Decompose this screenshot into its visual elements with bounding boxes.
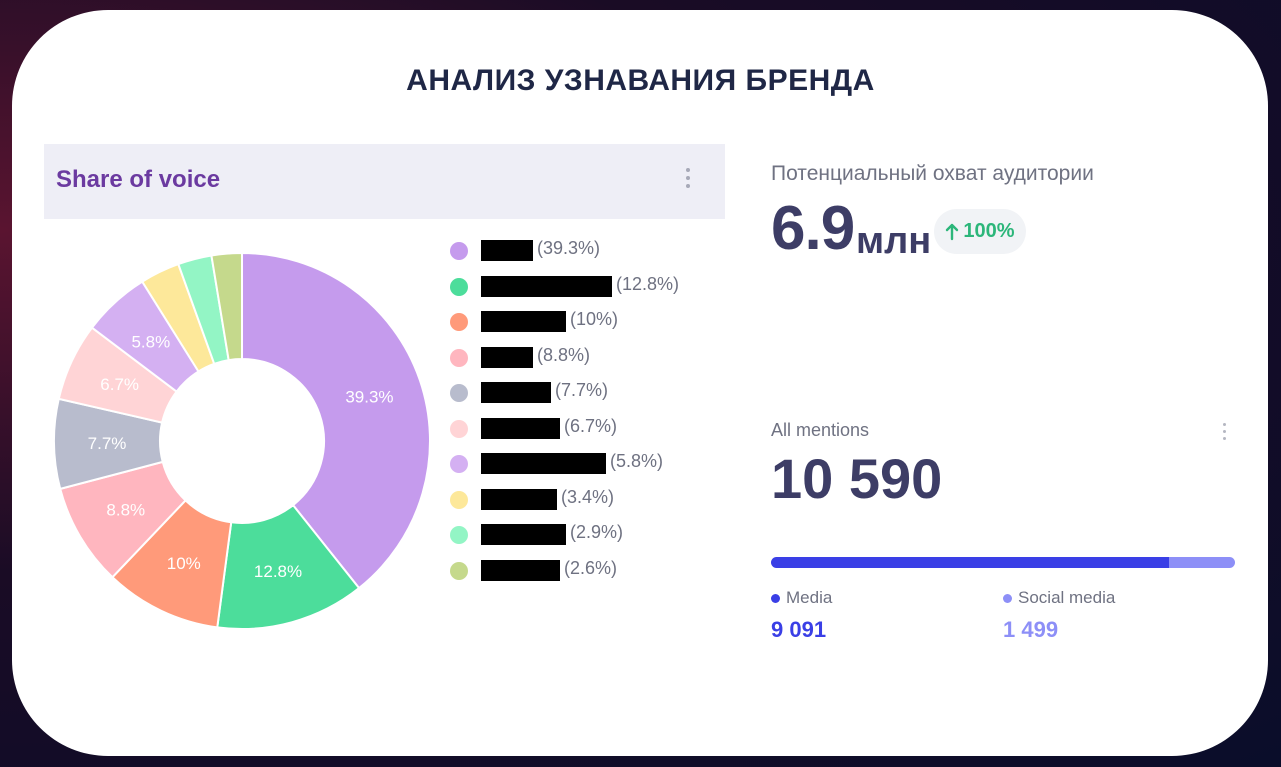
legend-color-dot xyxy=(450,242,468,260)
share-of-voice-legend: (39.3%) (12.8%) (10%) (8.8%) (7.7%) (6.7%) (5.… xyxy=(446,234,726,589)
legend-name-redacted xyxy=(481,382,551,403)
legend-name-redacted xyxy=(481,524,566,545)
media-label: Media xyxy=(786,588,833,607)
growth-value: 100% xyxy=(963,220,1015,242)
legend-item[interactable]: (10%) xyxy=(446,305,726,341)
growth-badge: 100% xyxy=(934,209,1026,254)
slice-label: 5.8% xyxy=(131,332,170,351)
legend-color-dot xyxy=(450,384,468,402)
legend-color-dot xyxy=(450,490,468,509)
slice-label: 6.7% xyxy=(100,375,139,394)
share-of-voice-donut-chart: 39.3% 12.8% 10% 8.8% 7.7% 6.7% 5.8% xyxy=(53,251,431,630)
audience-reach-unit: млн xyxy=(856,220,932,262)
legend-name-redacted xyxy=(481,453,606,474)
donut-slice[interactable] xyxy=(210,251,243,362)
legend-item[interactable]: (39.3%) xyxy=(446,234,726,270)
slice-label: 12.8% xyxy=(254,562,302,581)
legend-percent: (3.4%) xyxy=(561,486,615,507)
all-mentions-total: 10 590 xyxy=(771,447,943,510)
arrow-up-icon xyxy=(946,223,959,240)
all-mentions-label: All mentions xyxy=(771,420,870,440)
legend-name-redacted xyxy=(481,275,612,297)
slice-label: 8.8% xyxy=(106,501,145,520)
media-value: 9 091 xyxy=(771,617,827,642)
social-media-label: Social media xyxy=(1018,588,1116,607)
legend-item[interactable]: (2.6%) xyxy=(446,554,726,590)
slice-label: 7.7% xyxy=(88,434,127,453)
legend-name-redacted xyxy=(481,240,533,261)
social-media-dot-icon xyxy=(1003,593,1012,603)
audience-reach-label: Потенциальный охват аудитории xyxy=(771,162,1094,185)
legend-item[interactable]: (2.9%) xyxy=(446,518,726,554)
legend-percent: (2.6%) xyxy=(564,557,618,578)
legend-percent: (8.8%) xyxy=(537,344,591,365)
mentions-split-bar xyxy=(771,557,1235,568)
more-options-icon[interactable] xyxy=(686,168,690,188)
social-media-legend: Social media xyxy=(1003,588,1115,608)
legend-item[interactable]: (7.7%) xyxy=(446,376,726,412)
legend-item[interactable]: (8.8%) xyxy=(446,341,726,377)
legend-percent: (7.7%) xyxy=(555,380,609,400)
donut-slice[interactable] xyxy=(216,503,361,630)
audience-reach-value: 6.9 xyxy=(771,194,855,263)
legend-item[interactable]: (6.7%) xyxy=(446,412,726,448)
legend-item[interactable]: (5.8%) xyxy=(446,447,726,483)
legend-percent: (6.7%) xyxy=(564,415,618,436)
legend-percent: (12.8%) xyxy=(616,273,680,294)
slice-label: 10% xyxy=(167,554,201,573)
media-share-fill xyxy=(771,557,1170,568)
share-of-voice-title: Share of voice xyxy=(56,166,221,193)
legend-name-redacted xyxy=(481,346,533,368)
media-legend: Media xyxy=(771,588,832,608)
legend-name-redacted xyxy=(481,417,560,439)
share-of-voice-header: Share of voice xyxy=(44,144,725,219)
mentions-more-options-icon[interactable] xyxy=(1223,423,1226,440)
legend-color-dot xyxy=(450,561,468,580)
legend-percent: (5.8%) xyxy=(610,451,664,471)
legend-item[interactable]: (12.8%) xyxy=(446,270,726,306)
social-media-value: 1 499 xyxy=(1003,617,1059,642)
legend-color-dot xyxy=(450,455,468,473)
legend-name-redacted xyxy=(481,311,566,332)
slice-label: 39.3% xyxy=(345,387,393,406)
legend-item[interactable]: (3.4%) xyxy=(446,483,726,519)
brand-awareness-card xyxy=(12,10,1268,756)
legend-color-dot xyxy=(450,313,468,331)
legend-color-dot xyxy=(450,348,468,367)
legend-name-redacted xyxy=(481,488,557,510)
legend-percent: (39.3%) xyxy=(537,238,601,258)
legend-percent: (10%) xyxy=(570,309,619,329)
media-dot-icon xyxy=(771,593,780,603)
legend-name-redacted xyxy=(481,559,560,581)
legend-percent: (2.9%) xyxy=(570,522,624,542)
legend-color-dot xyxy=(450,277,468,296)
page-title: АНАЛИЗ УЗНАВАНИЯ БРЕНДА xyxy=(406,64,875,97)
donut-slice[interactable] xyxy=(241,251,431,590)
legend-color-dot xyxy=(450,419,468,438)
legend-color-dot xyxy=(450,526,468,544)
